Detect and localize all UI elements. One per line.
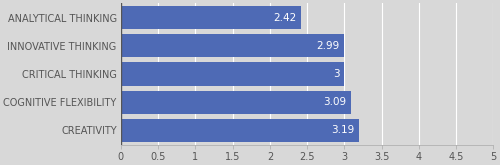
Bar [121, 63, 344, 86]
Bar [121, 34, 344, 57]
Bar [121, 91, 351, 114]
Text: 3: 3 [334, 69, 340, 79]
Text: 2.42: 2.42 [274, 13, 296, 23]
Bar [121, 119, 358, 142]
Text: 2.99: 2.99 [316, 41, 339, 51]
Text: 3.09: 3.09 [324, 97, 346, 107]
Text: 3.19: 3.19 [331, 125, 354, 135]
Bar [121, 6, 301, 29]
